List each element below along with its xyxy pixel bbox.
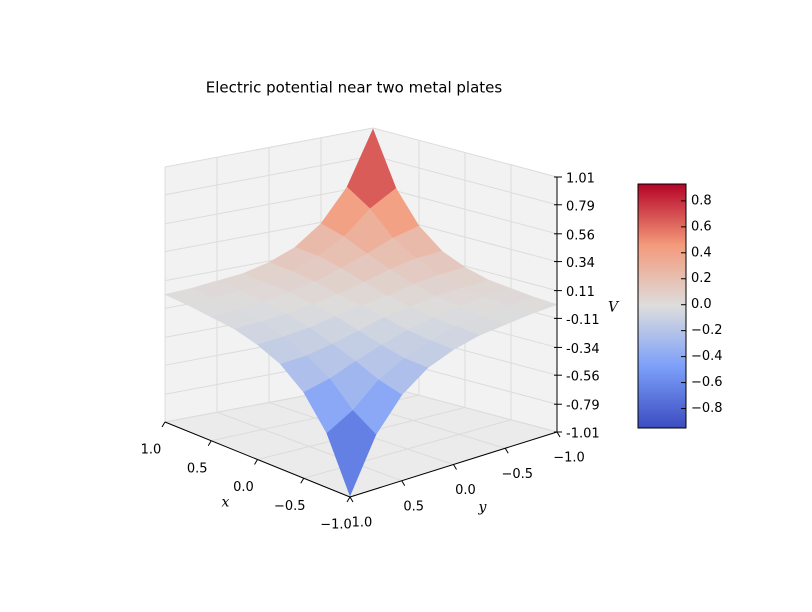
z-tick-label: -1.01: [566, 427, 600, 442]
x-tick-label: 1.0: [141, 443, 162, 458]
y-axis-label: y: [478, 500, 488, 516]
grid-line: [164, 155, 374, 196]
x-tick: [300, 477, 305, 484]
colorbar-tick-label: 0.6: [691, 219, 712, 234]
x-axis-label: x: [222, 495, 230, 511]
x-tick-label: −1.0: [320, 518, 352, 533]
y-tick-label: −1.0: [553, 451, 585, 466]
x-tick-label: 0.5: [187, 461, 208, 476]
colorbar-tick-label: −0.4: [691, 349, 723, 364]
x-tick: [207, 440, 212, 447]
y-tick: [453, 464, 457, 470]
x-tick: [161, 421, 166, 428]
x-tick-label: −0.5: [274, 499, 306, 514]
y-tick: [504, 447, 509, 454]
z-tick-label: -0.56: [566, 370, 600, 385]
grid-line: [372, 184, 558, 235]
z-tick-label: 1.01: [566, 172, 595, 187]
z-tick-label: 0.56: [566, 228, 595, 243]
z-axis-label: V: [608, 300, 620, 316]
y-tick-label: 1.0: [352, 516, 373, 531]
y-tick-label: −0.5: [501, 467, 533, 482]
z-tick-label: 0.79: [566, 199, 595, 214]
colorbar-tick-label: 0.4: [691, 245, 712, 260]
colorbar-tick-label: −0.8: [691, 401, 723, 416]
colorbar-tick-label: −0.2: [691, 323, 723, 338]
z-tick-label: -0.11: [566, 313, 600, 328]
y-tick: [349, 496, 354, 503]
z-tick-label: -0.79: [566, 399, 600, 414]
colorbar-tick-label: 0.8: [691, 193, 712, 208]
grid-line: [164, 184, 374, 225]
grid-line: [372, 127, 558, 178]
surface-patch: [326, 410, 377, 497]
grid-line: [372, 155, 558, 206]
colorbar: [637, 183, 687, 429]
colorbar-tick-label: 0.0: [691, 297, 712, 312]
x-tick: [346, 496, 351, 503]
z-tick-label: -0.34: [566, 342, 600, 357]
y-tick-label: 0.5: [403, 499, 424, 514]
x-tick-label: 0.0: [233, 480, 254, 495]
colorbar-tick-label: 0.2: [691, 271, 712, 286]
x-tick: [254, 459, 258, 465]
surface: [164, 128, 558, 497]
chart-title: Electric potential near two metal plates: [206, 79, 503, 97]
y-tick: [556, 431, 561, 438]
z-tick-label: 0.34: [566, 256, 595, 271]
grid-line: [303, 419, 512, 479]
z-tick-label: 0.11: [566, 285, 595, 300]
grid-line: [164, 127, 374, 168]
y-tick-label: 0.0: [455, 483, 476, 498]
y-tick: [401, 480, 406, 487]
colorbar-tick-label: −0.6: [691, 375, 723, 390]
